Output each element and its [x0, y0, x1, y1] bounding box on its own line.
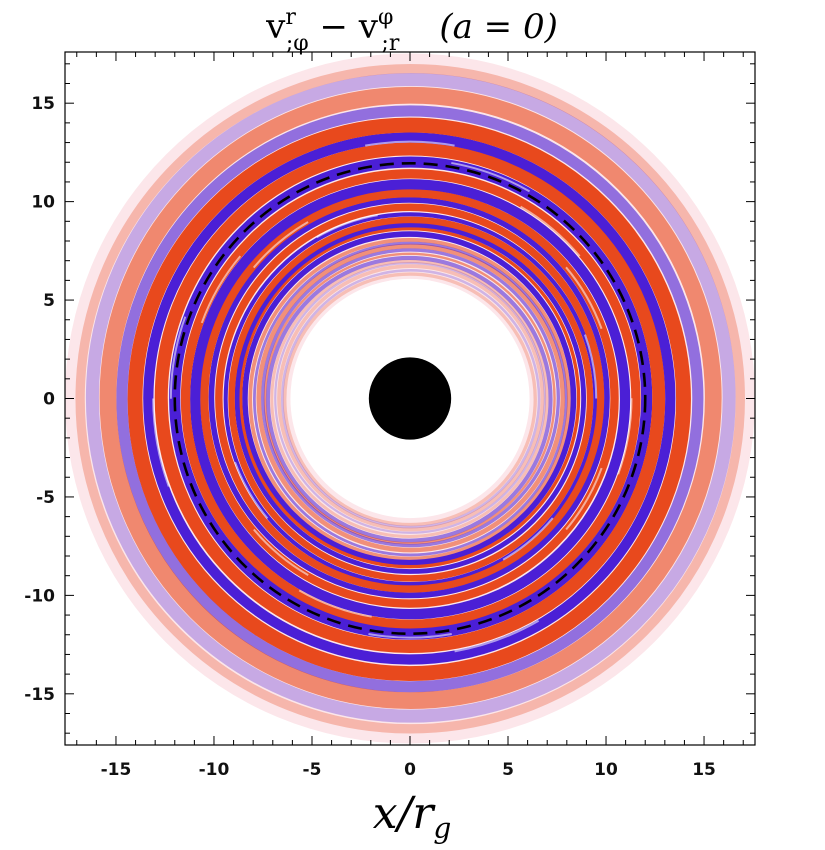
x-tick-labels: -15 -10 -5 0 5 10 15 [101, 760, 716, 780]
x-tick-label: -5 [303, 760, 322, 780]
title-minus: − [309, 7, 359, 47]
x-tick-label: -15 [101, 760, 132, 780]
streak [316, 214, 378, 239]
color-band [234, 222, 587, 574]
y-tick-label: -10 [24, 586, 55, 606]
color-band [238, 227, 581, 569]
x-axis-title-main: x/r [373, 788, 437, 839]
color-band [274, 261, 547, 534]
color-band [180, 169, 641, 629]
y-tick-label: -5 [36, 488, 55, 508]
title-rhs-sub: ;r [381, 31, 399, 56]
y-tick-label: -15 [24, 685, 55, 705]
color-band [263, 252, 556, 545]
streak [364, 140, 455, 147]
streak [617, 398, 633, 475]
x-axis-title: x/rg [373, 788, 452, 845]
color-band [256, 243, 566, 553]
streak [253, 528, 309, 577]
axis-ticks [65, 52, 755, 745]
dashed-circle [173, 161, 647, 636]
streak [565, 266, 603, 330]
color-band [252, 241, 568, 557]
streak [169, 316, 187, 399]
streak [583, 334, 598, 399]
title-rhs-base: v [358, 7, 379, 47]
title-lhs-sup: r [285, 5, 296, 30]
color-band [215, 203, 605, 593]
title-rhs-sup: φ [378, 5, 393, 30]
black-hole [368, 357, 452, 440]
color-band [116, 105, 704, 693]
color-band [261, 248, 561, 548]
streak [152, 398, 170, 487]
color-band [75, 63, 745, 734]
y-tick-label: 0 [43, 390, 55, 410]
streak [252, 221, 309, 269]
x-tick-label: 0 [404, 760, 416, 780]
color-band [228, 216, 594, 582]
color-band [200, 189, 619, 608]
color-band [280, 269, 541, 529]
color-band [127, 117, 691, 681]
chart-title: vr ;φ − vφ ;r (a = 0) [265, 5, 558, 56]
streak [298, 589, 372, 618]
color-band [190, 179, 631, 620]
streak [502, 517, 554, 561]
streak [234, 461, 269, 519]
x-tick-label: 5 [502, 760, 514, 780]
x-tick-label: 10 [594, 760, 618, 780]
color-band [99, 86, 722, 709]
title-lhs-sub: ;φ [286, 31, 309, 56]
color-band [223, 212, 598, 587]
color-band [242, 231, 577, 566]
color-band [85, 72, 736, 723]
plot-area [65, 53, 755, 744]
streak [451, 161, 531, 193]
y-tick-label: 5 [43, 291, 55, 311]
title-param: (a = 0) [439, 7, 558, 47]
color-band [248, 237, 571, 561]
streak [368, 632, 452, 639]
y-tick-label: 10 [31, 193, 55, 213]
color-band [277, 264, 545, 532]
x-tick-label: -10 [199, 760, 230, 780]
x-tick-label: 15 [692, 760, 716, 780]
streak [454, 619, 540, 653]
y-tick-label: 15 [31, 94, 55, 114]
streak [200, 255, 242, 324]
streak [565, 467, 603, 531]
color-band [154, 142, 666, 654]
color-band [143, 132, 676, 665]
color-band [265, 255, 553, 543]
title-lhs-base: v [265, 7, 286, 47]
streak [520, 205, 581, 257]
color-band [283, 272, 537, 527]
y-tick-labels: 15 10 5 0 -5 -10 -15 [24, 94, 55, 705]
color-band [208, 197, 610, 599]
x-axis-title-sub: g [433, 812, 451, 845]
color-band [270, 259, 549, 538]
